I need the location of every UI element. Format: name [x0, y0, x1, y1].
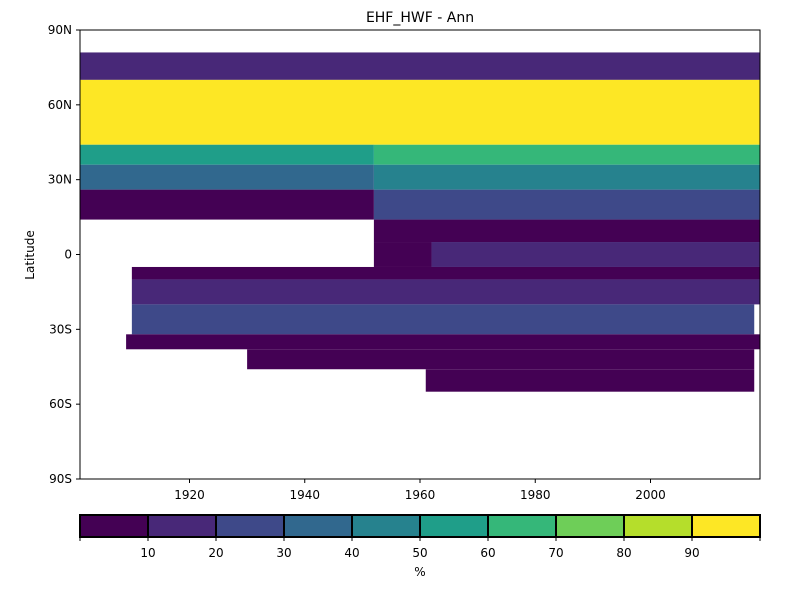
- colorbar-segment-3: [283, 514, 353, 538]
- x-tick-label-2: 1960: [405, 488, 436, 502]
- y-tick-label-3: 0: [64, 248, 72, 262]
- heatmap-cell-1: [80, 79, 760, 145]
- heatmap-cell-14: [126, 334, 761, 350]
- y-tick-label-5: 60S: [49, 397, 72, 411]
- colorbar-segment-1: [147, 514, 217, 538]
- y-axis: 90N 60N 30N 0 30S 60S 90S: [48, 23, 80, 486]
- heatmap-cell-12: [131, 279, 761, 305]
- y-tick-label-4: 30S: [49, 322, 72, 336]
- colorbar-segment-8: [623, 514, 693, 538]
- colorbar-tick-label-2: 30: [276, 546, 291, 560]
- colorbar-tick-label-8: 90: [684, 546, 699, 560]
- y-tick-label-0: 90N: [48, 23, 72, 37]
- y-axis-label: Latitude: [23, 230, 37, 279]
- heatmap-cell-7: [373, 189, 760, 220]
- colorbar-tick-label-5: 60: [480, 546, 495, 560]
- heatmap-cell-2: [80, 144, 374, 165]
- colorbar-tick-label-1: 20: [208, 546, 223, 560]
- heatmap-cell-9: [373, 242, 432, 267]
- heatmap-cell-3: [373, 144, 760, 165]
- x-axis: 1920 1940 1960 1980 2000: [174, 479, 666, 502]
- colorbar-segment-2: [215, 514, 285, 538]
- heatmap-cell-4: [80, 164, 374, 190]
- heatmap-cell-15: [247, 349, 755, 370]
- y-tick-label-6: 90S: [49, 472, 72, 486]
- heatmap-cell-13: [131, 304, 755, 335]
- heatmap-cell-0: [80, 52, 760, 80]
- colorbar-tick-label-0: 10: [140, 546, 155, 560]
- y-tick-label-2: 30N: [48, 173, 72, 187]
- colorbar-tick-label-3: 40: [344, 546, 359, 560]
- x-tick-label-4: 2000: [635, 488, 666, 502]
- colorbar-tick-label-4: 50: [412, 546, 427, 560]
- colorbar-segment-4: [351, 514, 421, 538]
- colorbar-segment-9: [691, 514, 761, 538]
- colorbar-tick-label-7: 80: [616, 546, 631, 560]
- heatmap-cell-10: [431, 242, 760, 267]
- x-tick-label-3: 1980: [520, 488, 551, 502]
- y-tick-label-1: 60N: [48, 98, 72, 112]
- heatmap-cell-5: [373, 164, 760, 190]
- x-tick-label-1: 1940: [289, 488, 320, 502]
- colorbar-tick-label-6: 70: [548, 546, 563, 560]
- heatmap-cell-16: [425, 369, 755, 392]
- colorbar-label: %: [414, 565, 425, 579]
- x-tick-label-0: 1920: [174, 488, 205, 502]
- heatmap-cell-11: [131, 266, 761, 280]
- heatmap-cell-6: [80, 189, 374, 220]
- colorbar-segment-0: [79, 514, 149, 538]
- heatmap-cell-8: [373, 219, 760, 243]
- colorbar-segment-6: [487, 514, 557, 538]
- heatmap-cells: [80, 52, 761, 392]
- colorbar-segment-7: [555, 514, 625, 538]
- colorbar: 10 20 30 40 50 60 70 80 90: [79, 514, 761, 560]
- colorbar-segment-5: [419, 514, 489, 538]
- chart-title: EHF_HWF - Ann: [366, 10, 474, 26]
